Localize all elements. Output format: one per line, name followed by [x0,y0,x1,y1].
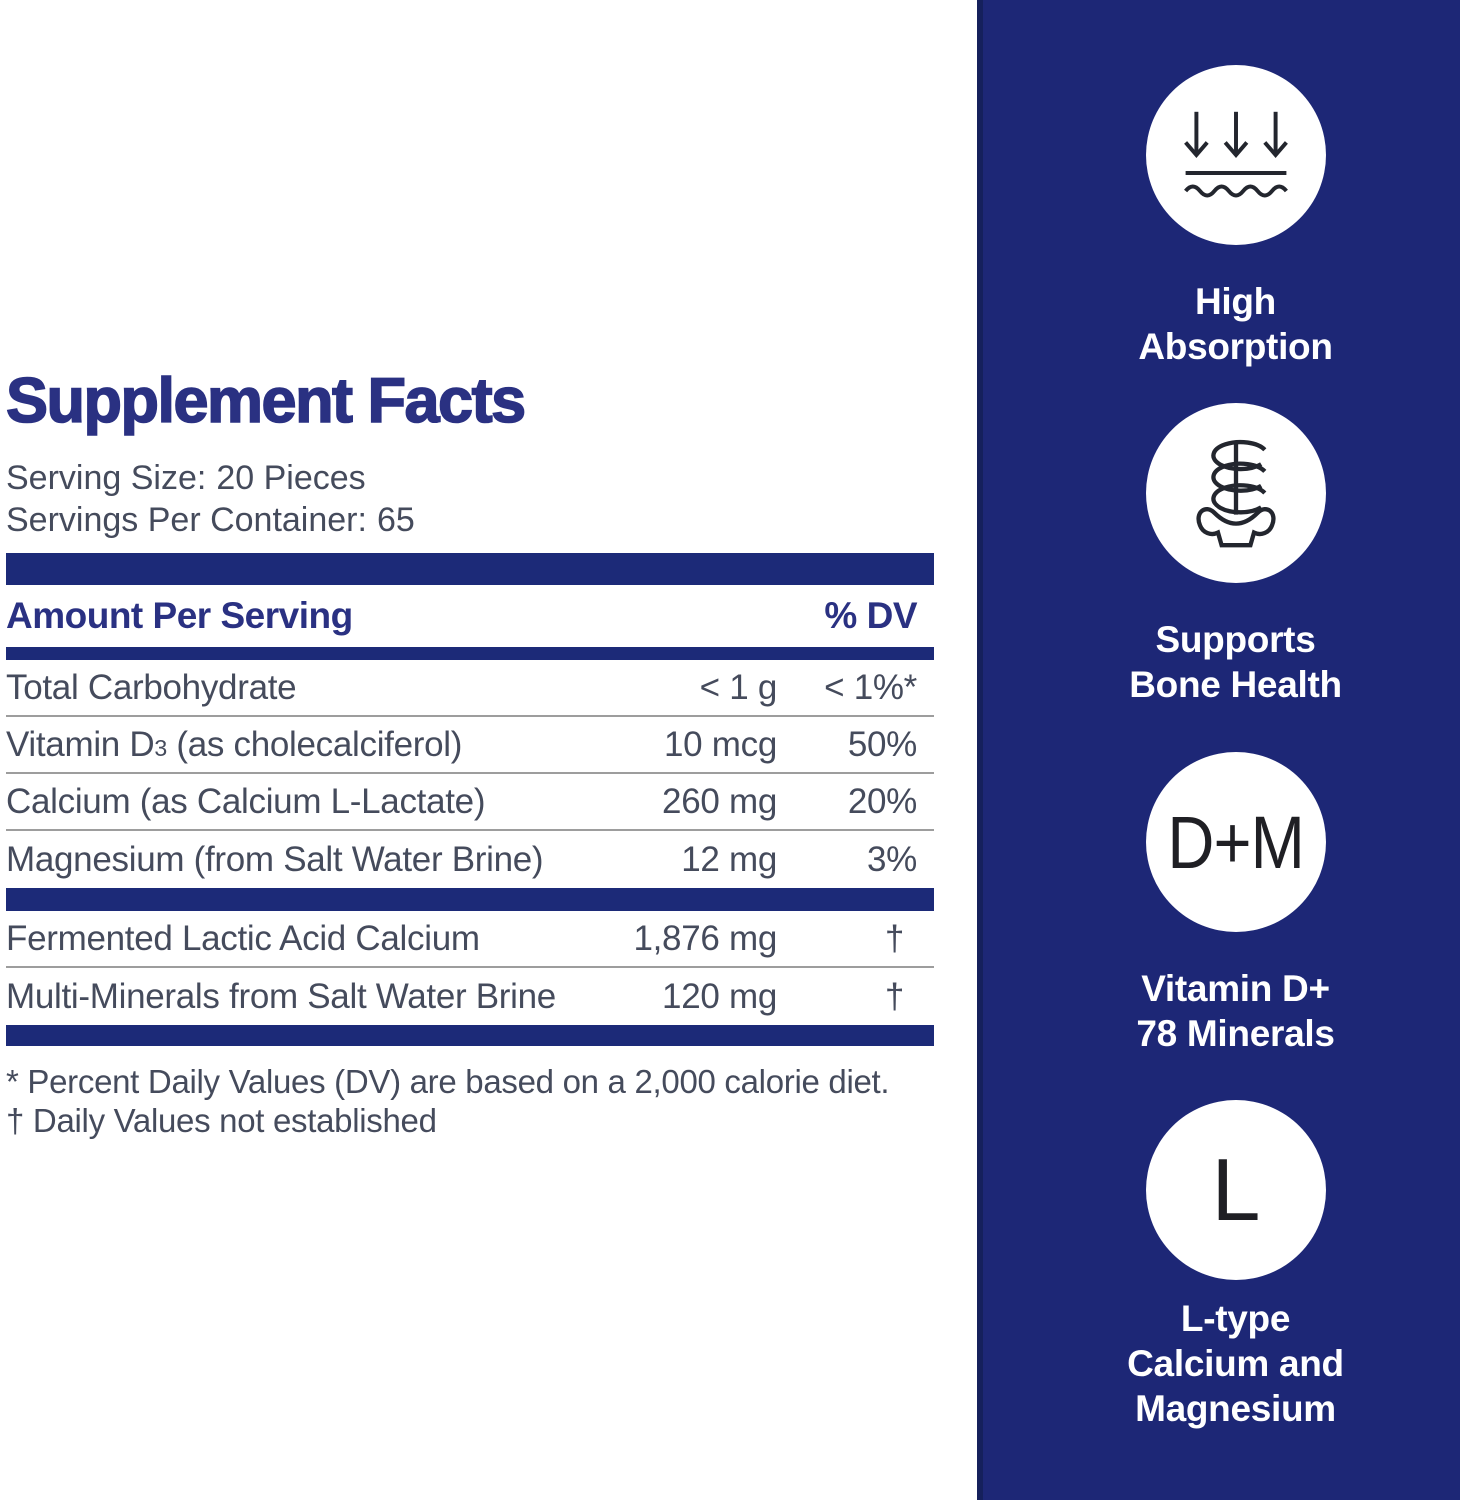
nutrient-dv: 50% [847,724,917,764]
table-row: Total Carbohydrate < 1 g < 1%* [6,660,934,717]
nutrient-name-subscript: 3 [154,734,167,761]
feature-icon-circle [1145,403,1326,583]
feature-label: Supports Bone Health [1129,619,1342,705]
divider-bar-thick [6,888,934,911]
feature-label: Vitamin D+ 78 Minerals [1136,968,1335,1054]
table-row: Vitamin D3 (as cholecalciferol) 10 mcg 5… [6,717,934,774]
feature-vitamin-d-minerals: D+M Vitamin D+ 78 Minerals [997,752,1460,1056]
spine-icon [1196,439,1275,548]
nutrient-amount: 10 mcg [664,724,777,764]
footnote-dagger: † Daily Values not established [6,1102,437,1139]
serving-size-value: 20 Pieces [216,459,366,497]
serving-size-label: Serving Size: [6,459,207,497]
feature-icon-circle: L [1145,1100,1326,1280]
nutrient-name: Vitamin D [6,724,155,764]
nutrient-amount: < 1 g [699,667,778,707]
feature-bone-health: Supports Bone Health [997,403,1460,707]
table-row: Fermented Lactic Acid Calcium 1,876 mg † [6,911,934,968]
nutrient-dv: 3% [867,839,917,879]
servings-per-container-label: Servings Per Container: [6,501,367,539]
divider-bar-thick [6,553,934,585]
ingredient-dv: † [884,976,904,1016]
nutrient-dv: < 1%* [824,667,917,707]
l-monogram-icon: L [1211,1140,1261,1239]
feature-icon-circle: D+M [1145,752,1326,932]
feature-label: L-type Calcium and Magnesium [1127,1298,1344,1429]
feature-icon-circle [1145,65,1326,245]
nutrient-name: Magnesium (from Salt Water Brine) [6,839,544,879]
percent-dv-header: % DV [824,595,917,636]
ingredient-amount: 1,876 mg [633,918,777,958]
serving-size-line: Serving Size: 20 Pieces [6,457,934,499]
page-title: Supplement Facts [5,366,527,436]
footnote-dv: * Percent Daily Values (DV) are based on… [6,1063,890,1100]
supplement-facts-panel: Supplement Facts Serving Size: 20 Pieces … [5,366,934,1140]
table-row: Multi-Minerals from Salt Water Brine 120… [6,968,934,1025]
divider-bar-thick [6,1025,934,1046]
servings-per-container-value: 65 [376,501,415,539]
absorption-arrows-icon [1183,111,1288,198]
table-row: Magnesium (from Salt Water Brine) 12 mg … [6,831,934,888]
dm-monogram-icon: D+M [1167,800,1305,884]
nutrient-dv: 20% [847,781,917,821]
feature-l-type: L L-type Calcium and Magnesium [997,1100,1460,1431]
table-header: Amount Per Serving % DV [6,585,934,647]
feature-high-absorption: High Absorption [997,65,1460,369]
feature-sidebar: High Absorption Supports Bone Health D+M… [977,0,1460,1500]
ingredient-name: Multi-Minerals from Salt Water Brine [6,976,556,1016]
ingredient-amount: 120 mg [662,976,777,1016]
nutrient-name: Calcium (as Calcium L-Lactate) [6,781,486,821]
nutrient-amount: 12 mg [681,839,777,879]
ingredient-name: Fermented Lactic Acid Calcium [6,918,480,958]
footnotes: * Percent Daily Values (DV) are based on… [6,1062,934,1140]
nutrient-name: Total Carbohydrate [6,667,297,707]
ingredient-dv: † [884,918,904,958]
divider-bar-medium [6,647,934,660]
table-row: Calcium (as Calcium L-Lactate) 260 mg 20… [6,774,934,831]
amount-per-serving-header: Amount Per Serving [6,595,353,636]
nutrient-amount: 260 mg [662,781,777,821]
servings-per-container-line: Servings Per Container: 65 [6,499,934,541]
nutrient-name-suffix: (as cholecalciferol) [166,724,463,764]
feature-label: High Absorption [1138,281,1333,367]
